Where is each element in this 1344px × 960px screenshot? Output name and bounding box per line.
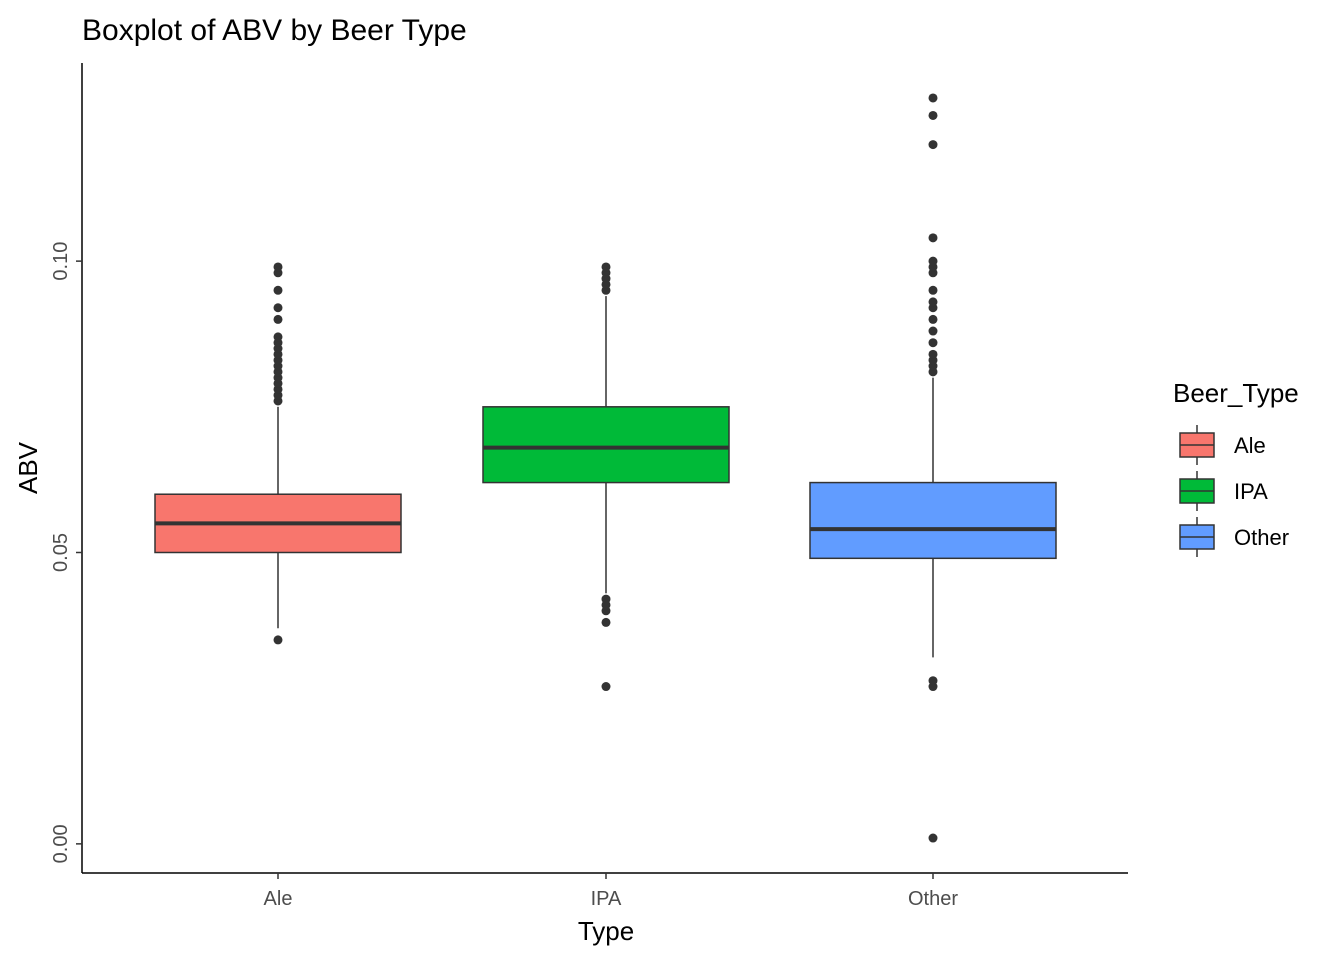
box — [809, 481, 1057, 560]
x-axis-ticks: Ale IPA Other — [264, 873, 958, 910]
box-group-other — [809, 93, 1057, 843]
outlier-point — [928, 833, 938, 843]
outlier-point — [928, 314, 938, 324]
box-group-ipa — [482, 262, 730, 692]
outlier-point — [601, 682, 611, 692]
outlier-point — [273, 635, 283, 645]
outlier-point — [928, 338, 938, 348]
outlier-point — [273, 285, 283, 295]
legend-item-other: Other — [1179, 517, 1289, 557]
outlier-point — [928, 676, 938, 686]
outlier-point — [928, 93, 938, 103]
outlier-point — [601, 262, 611, 272]
outlier-point — [273, 314, 283, 324]
outlier-point — [928, 285, 938, 295]
box-group-ale — [154, 262, 402, 645]
y-axis-ticks: 0.00 0.05 0.10 — [50, 242, 82, 863]
x-tick-label: Ale — [264, 888, 293, 910]
legend: Beer_Type Ale IPA Other — [1173, 378, 1299, 557]
legend-item-ipa: IPA — [1179, 471, 1268, 511]
outlier-point — [928, 297, 938, 307]
outlier-point — [601, 594, 611, 604]
x-axis-title: Type — [578, 916, 634, 946]
legend-item-ale: Ale — [1179, 425, 1266, 465]
outlier-point — [928, 110, 938, 120]
outlier-point — [273, 303, 283, 313]
outlier-point — [928, 233, 938, 243]
legend-title: Beer_Type — [1173, 378, 1299, 408]
y-tick-label: 0.00 — [50, 824, 72, 863]
outlier-point — [273, 262, 283, 272]
y-axis-title: ABV — [13, 441, 43, 494]
outlier-point — [928, 326, 938, 336]
y-tick-label: 0.10 — [50, 242, 72, 281]
outlier-point — [928, 349, 938, 359]
outlier-point — [928, 256, 938, 266]
outlier-point — [273, 332, 283, 342]
outlier-point — [601, 617, 611, 627]
box — [482, 406, 730, 484]
legend-label: IPA — [1234, 479, 1268, 504]
x-tick-label: IPA — [591, 888, 622, 910]
x-tick-label: Other — [908, 888, 958, 910]
plot-area — [154, 93, 1057, 843]
legend-label: Ale — [1234, 433, 1266, 458]
legend-label: Other — [1234, 525, 1289, 550]
chart-title: Boxplot of ABV by Beer Type — [82, 14, 467, 47]
y-tick-label: 0.05 — [50, 533, 72, 572]
outlier-point — [928, 140, 938, 150]
